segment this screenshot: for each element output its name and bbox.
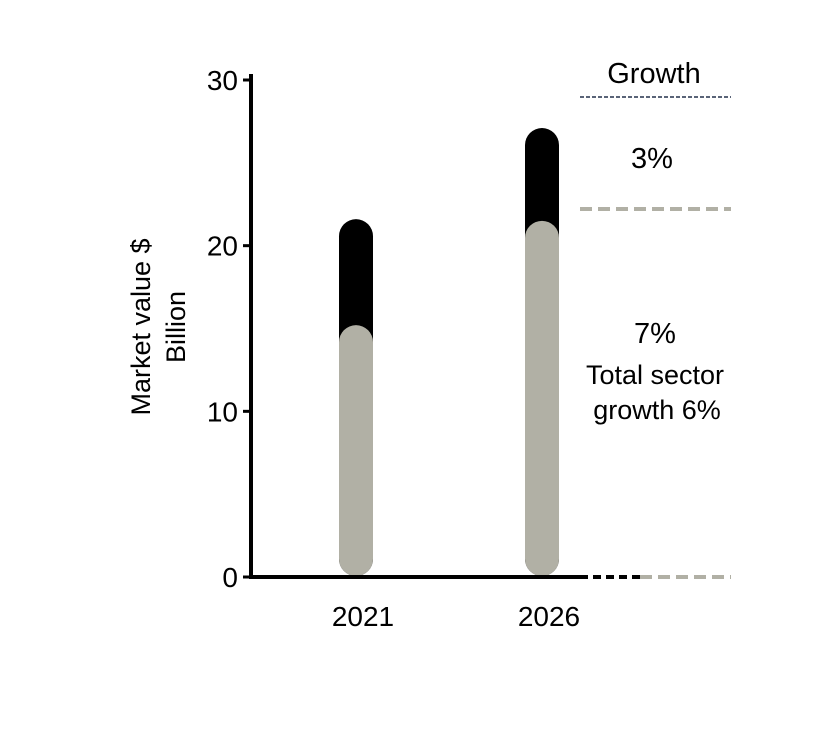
y-tick-label-0: 0	[222, 562, 238, 593]
growth-header: Growth	[607, 58, 700, 90]
y-tick-label-20: 20	[207, 231, 238, 262]
x-axis-labels: 2021 2026	[332, 601, 580, 632]
bar-2021-segment-1	[339, 325, 373, 576]
x-tick-label-2021: 2021	[332, 601, 394, 632]
y-tick-label-30: 30	[207, 65, 238, 96]
total-growth-line1: Total sector	[586, 360, 724, 390]
y-axis-ticks: 0 10 20 30	[207, 65, 251, 593]
y-tick-label-10: 10	[207, 396, 238, 427]
y-axis-label-line1: Market value $	[126, 238, 156, 415]
x-tick-label-2026: 2026	[518, 601, 580, 632]
y-axis-label-line2: Billion	[161, 291, 191, 363]
bottom-growth-label: 7%	[634, 318, 676, 350]
top-growth-label: 3%	[631, 143, 673, 175]
bars	[339, 128, 559, 577]
bar-2026-segment-1	[525, 220, 559, 577]
total-growth-line2: growth 6%	[593, 395, 721, 425]
